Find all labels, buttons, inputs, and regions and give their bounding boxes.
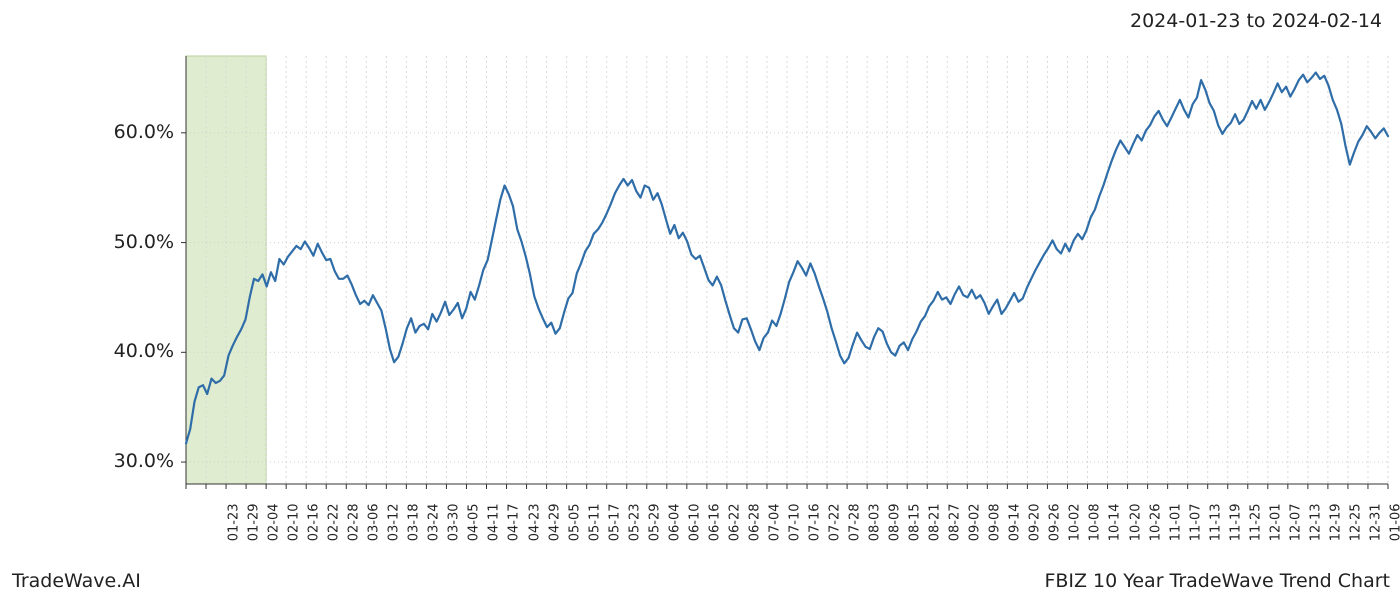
brand-label: TradeWave.AI	[12, 570, 141, 592]
x-tick-label: 10-20	[1128, 504, 1143, 554]
x-tick-label: 03-12	[387, 504, 402, 554]
x-tick-label: 12-07	[1288, 504, 1303, 554]
x-tick-label: 11-13	[1208, 504, 1223, 554]
x-tick-label: 05-11	[587, 504, 602, 554]
x-tick-label: 02-04	[267, 504, 282, 554]
x-tick-label: 10-08	[1088, 504, 1103, 554]
x-tick-label: 01-06	[1388, 504, 1400, 554]
x-tick-label: 11-01	[1168, 504, 1183, 554]
x-tick-label: 09-20	[1028, 504, 1043, 554]
chart-container: 01-23 01-29 02-04 02-10 02-16 02-22 02-28 03-06…	[0, 0, 1400, 600]
x-tick-label: 09-14	[1008, 504, 1023, 554]
y-tick-label: 30.0%	[104, 450, 174, 472]
x-tick-label: 05-17	[607, 504, 622, 554]
chart-title-label: FBIZ 10 Year TradeWave Trend Chart	[1044, 570, 1390, 592]
x-tick-label: 11-07	[1188, 504, 1203, 554]
x-tick-label: 04-29	[547, 504, 562, 554]
x-tick-label: 02-22	[327, 504, 342, 554]
x-tick-label: 05-05	[567, 504, 582, 554]
x-tick-label: 12-19	[1328, 504, 1343, 554]
x-tick-label: 06-22	[727, 504, 742, 554]
x-tick-label: 02-16	[307, 504, 322, 554]
x-tick-label: 09-02	[968, 504, 983, 554]
x-tick-label: 04-05	[467, 504, 482, 554]
x-tick-label: 04-11	[487, 504, 502, 554]
x-tick-label: 07-10	[787, 504, 802, 554]
x-tick-label: 08-15	[908, 504, 923, 554]
x-tick-label: 03-18	[407, 504, 422, 554]
x-tick-label: 04-17	[507, 504, 522, 554]
x-tick-label: 06-16	[707, 504, 722, 554]
x-tick-label: 08-27	[948, 504, 963, 554]
x-tick-label: 10-26	[1148, 504, 1163, 554]
x-tick-label: 06-10	[687, 504, 702, 554]
x-tick-label: 09-08	[988, 504, 1003, 554]
x-tick-label: 08-03	[868, 504, 883, 554]
x-tick-label: 11-19	[1228, 504, 1243, 554]
x-tick-label: 07-22	[828, 504, 843, 554]
x-tick-label: 07-28	[848, 504, 863, 554]
x-tick-label: 08-21	[928, 504, 943, 554]
x-tick-label: 12-13	[1308, 504, 1323, 554]
x-tick-label: 02-10	[287, 504, 302, 554]
x-tick-label: 05-23	[627, 504, 642, 554]
x-tick-label: 12-25	[1348, 504, 1363, 554]
x-tick-label: 07-16	[807, 504, 822, 554]
x-tick-label: 05-29	[647, 504, 662, 554]
x-tick-label: 02-28	[347, 504, 362, 554]
x-tick-label: 03-24	[427, 504, 442, 554]
y-tick-label: 40.0%	[104, 340, 174, 362]
x-tick-label: 10-14	[1108, 504, 1123, 554]
x-tick-label: 01-29	[247, 504, 262, 554]
x-tick-label: 06-28	[747, 504, 762, 554]
x-tick-label: 08-09	[888, 504, 903, 554]
x-tick-label: 11-25	[1248, 504, 1263, 554]
x-tick-label: 03-30	[447, 504, 462, 554]
x-tick-label: 03-06	[367, 504, 382, 554]
y-tick-label: 50.0%	[104, 231, 174, 253]
x-tick-label: 07-04	[767, 504, 782, 554]
x-tick-label: 09-26	[1048, 504, 1063, 554]
x-tick-label: 01-23	[227, 504, 242, 554]
x-tick-label: 06-04	[667, 504, 682, 554]
x-tick-label: 04-23	[527, 504, 542, 554]
y-tick-label: 60.0%	[104, 121, 174, 143]
x-tick-label: 12-31	[1368, 504, 1383, 554]
x-tick-label: 10-02	[1068, 504, 1083, 554]
x-tick-label: 12-01	[1268, 504, 1283, 554]
